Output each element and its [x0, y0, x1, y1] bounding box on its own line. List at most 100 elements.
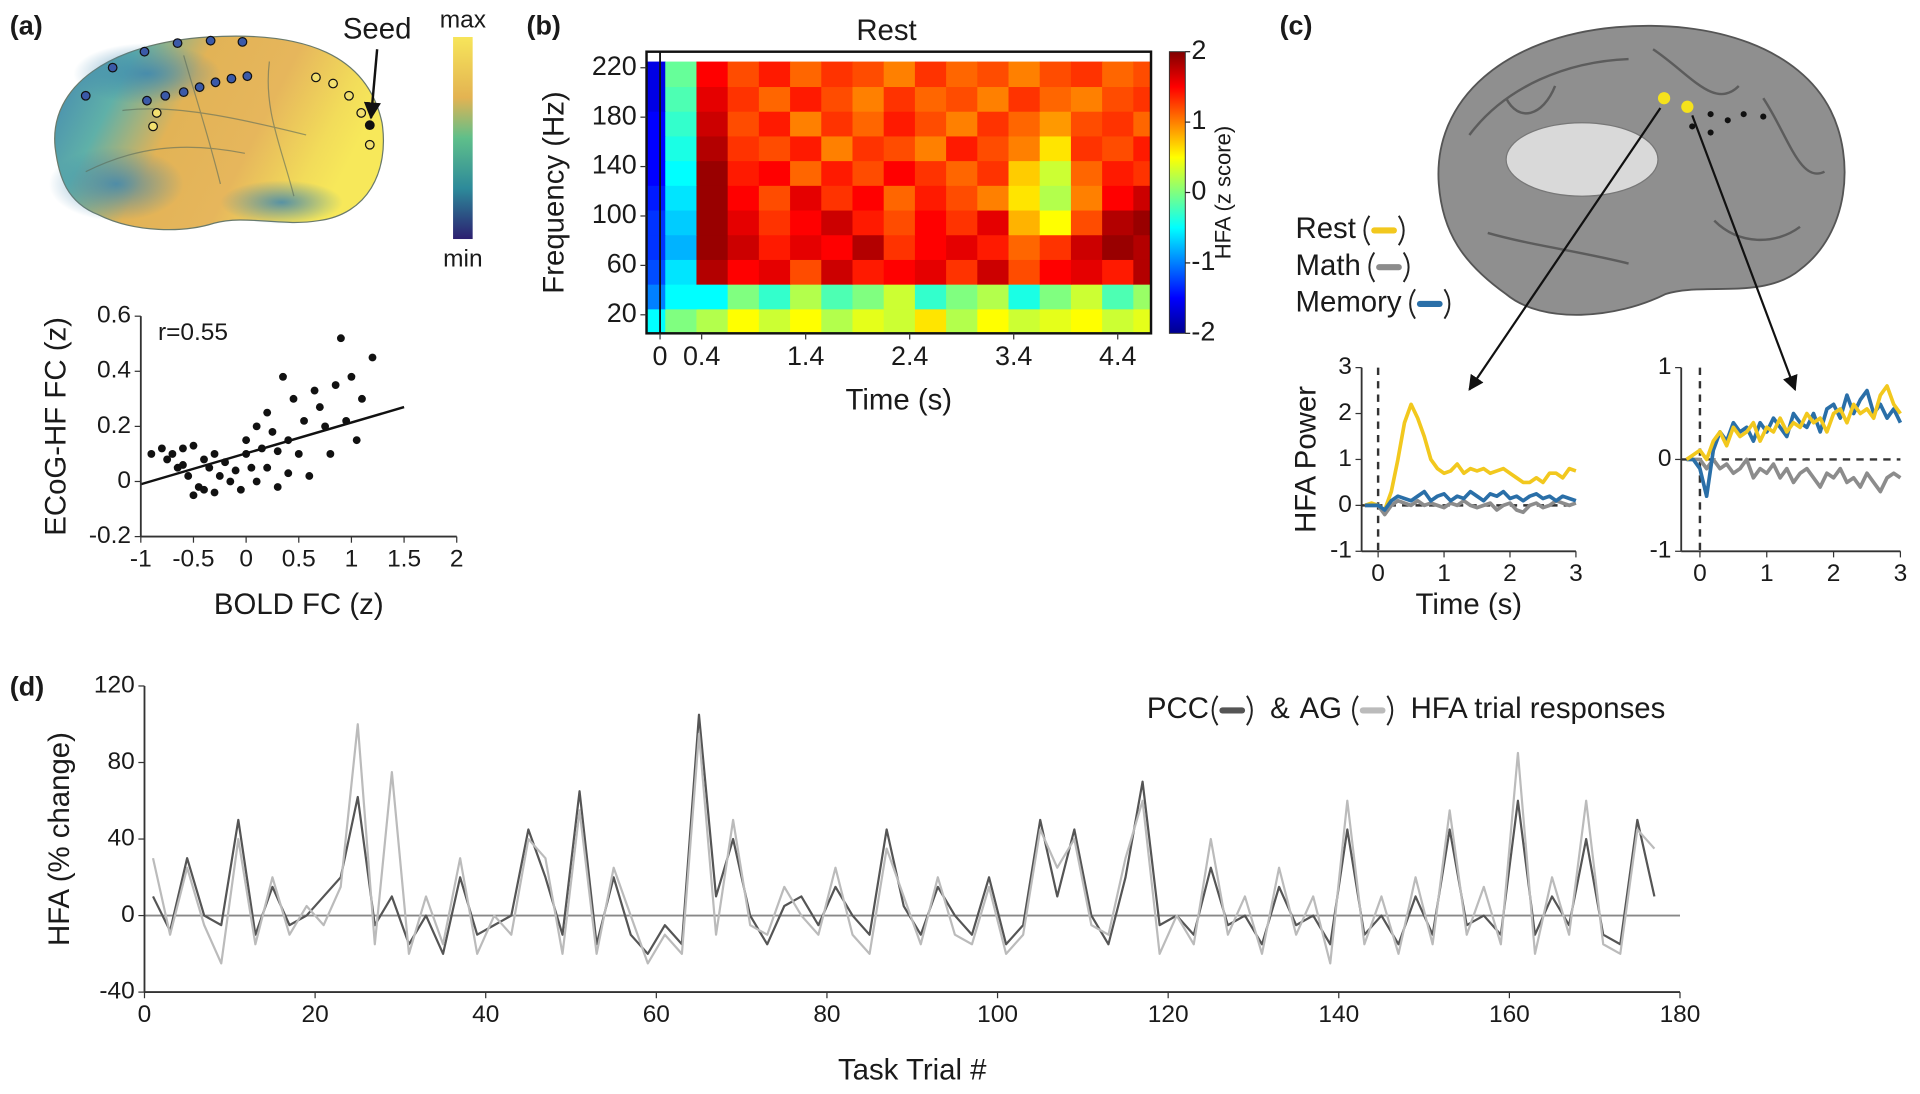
heatmap-cell [758, 283, 791, 310]
heatmap-cell [883, 185, 916, 211]
y-tick-label: 20 [607, 298, 637, 328]
x-tick-label: 1 [1437, 560, 1451, 587]
heatmap-cell [852, 135, 885, 162]
heatmap-cell [1039, 283, 1072, 310]
heatmap-cell [977, 209, 1010, 236]
x-tick-label: 0.5 [282, 545, 316, 572]
legend: Rest [1296, 212, 1405, 246]
y-tick-label: 220 [592, 51, 637, 81]
x-tick-label: -0.5 [172, 545, 214, 572]
y-tick-label: 180 [592, 100, 637, 130]
legend-label: Rest [1296, 212, 1356, 245]
heatmap-cell [977, 283, 1010, 310]
heatmap-cell [852, 61, 885, 88]
heatmap-cell [977, 110, 1010, 137]
legend-paren [1246, 695, 1253, 726]
heatmap-cell [1102, 308, 1135, 334]
heatmap-cell [1008, 209, 1041, 236]
colorbar-tick-label: 0 [1191, 176, 1206, 206]
heatmap-cell [1133, 160, 1152, 186]
series-line [1685, 384, 1902, 462]
x-tick-label: 0 [1371, 560, 1385, 587]
heatmap-cell [883, 160, 916, 186]
heatmap-cell [1133, 283, 1152, 310]
heatmap-cell [946, 61, 979, 88]
heatmap-cell [977, 234, 1010, 260]
heatmap-cell [758, 160, 791, 186]
point [200, 485, 208, 494]
legend-label: Memory [1296, 286, 1402, 319]
y-tick-label: 120 [94, 671, 135, 698]
point [336, 334, 345, 343]
colorbar [1168, 51, 1186, 334]
y-tick-label: -1 [1650, 537, 1672, 564]
x-tick-label: 140 [1318, 1001, 1359, 1028]
heatmap-cell [727, 110, 760, 137]
legend-label: & [1270, 692, 1290, 725]
panel-label: (b) [527, 10, 561, 40]
heatmap-cell [914, 61, 947, 88]
heatmap-cell [727, 160, 760, 186]
y-tick-label: 0 [121, 901, 135, 928]
heatmap-cell [883, 61, 916, 88]
heatmap-cell [883, 110, 916, 137]
heatmap-cell [665, 259, 698, 285]
heatmap-cell [1102, 61, 1135, 88]
heatmap-cell [1102, 209, 1135, 236]
heatmap-cell [790, 110, 823, 137]
x-tick-label: 0 [239, 545, 253, 572]
legend: Math [1296, 249, 1410, 283]
heatmap-cell [1039, 234, 1072, 260]
heatmap-cell [665, 283, 698, 310]
point [331, 381, 340, 389]
heatmap-cell [758, 86, 791, 112]
heatmap-cell [1008, 135, 1041, 162]
heatmap-cell [946, 185, 979, 211]
heatmap-cell [1008, 110, 1041, 137]
heatmap-cell [852, 283, 885, 310]
chart-title: Rest [856, 14, 916, 47]
heatmap-cell [696, 283, 729, 310]
heatmap-cell [946, 160, 979, 186]
heatmap-cell [914, 110, 947, 137]
heatmap-cell [727, 86, 760, 112]
point [263, 408, 272, 417]
legend-label: HFA trial responses [1411, 692, 1666, 725]
heatmap-cell [946, 110, 979, 137]
heatmap-cell [852, 185, 885, 211]
heatmap-cell [1070, 259, 1103, 285]
heatmap-cell [977, 86, 1010, 112]
heatmap-cell [665, 135, 698, 162]
y-axis-label: HFA Power [1290, 386, 1323, 533]
x-axis-label: Task Trial # [838, 1053, 987, 1086]
heatmap-cell [1039, 160, 1072, 186]
point [242, 436, 251, 445]
heatmap-cell [1039, 209, 1072, 236]
heatmap-cell [727, 234, 760, 260]
heatmap-cell [883, 209, 916, 236]
y-tick-label: 60 [607, 248, 637, 278]
heatmap-cell [696, 160, 729, 186]
x-axis-label: BOLD FC (z) [214, 588, 384, 621]
heatmap-cell [1070, 160, 1103, 186]
x-tick-label: 0 [138, 1001, 152, 1028]
point [157, 444, 166, 453]
legend-paren [1386, 695, 1394, 726]
heatmap-cell [883, 135, 916, 162]
heatmap-cell [758, 110, 791, 137]
heatmap-cell [727, 61, 760, 88]
y-tick-label: 0.2 [97, 412, 131, 439]
heatmap-cell [790, 308, 823, 334]
x-tick-label: 1.5 [387, 545, 421, 572]
heatmap-cell [1070, 308, 1103, 334]
heatmap-cell [1102, 160, 1135, 186]
heatmap-cell [1039, 308, 1072, 334]
heatmap-cell [821, 259, 854, 285]
heatmap-cell [646, 209, 666, 236]
x-tick-label: 60 [643, 1001, 670, 1028]
heatmap-cell [1133, 185, 1152, 211]
x-tick-label: 180 [1660, 1001, 1701, 1028]
heatmap-cell [1008, 86, 1041, 112]
point [358, 394, 366, 403]
point [268, 427, 277, 436]
